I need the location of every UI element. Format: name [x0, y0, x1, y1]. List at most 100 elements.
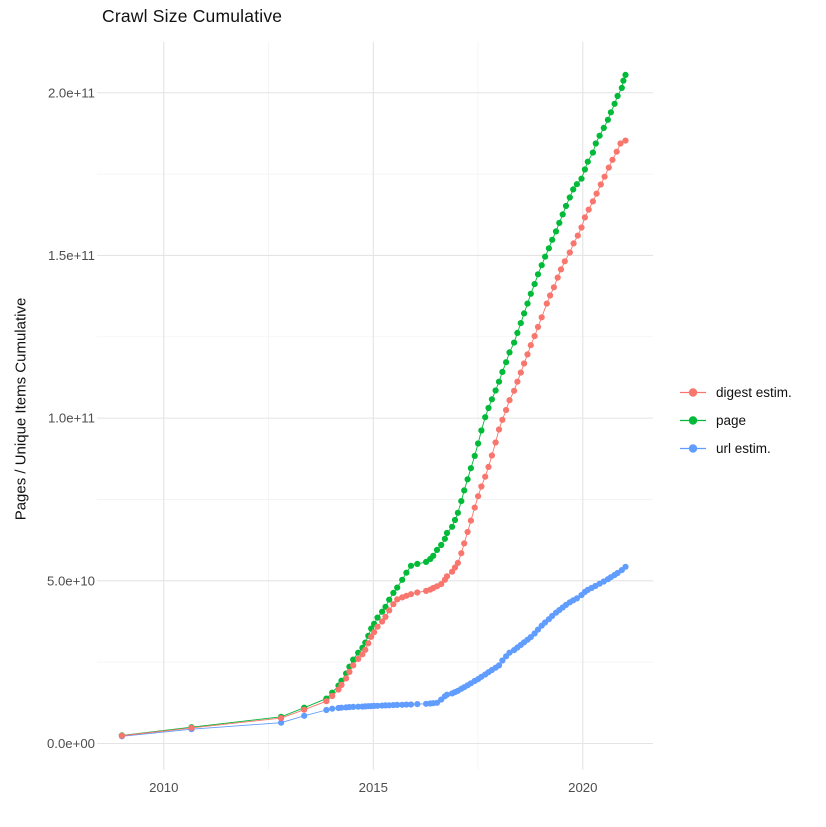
data-point-page: [538, 262, 545, 269]
data-point-digest-estim: [443, 573, 451, 580]
data-point-page: [552, 228, 560, 235]
data-point-digest-estim: [561, 258, 568, 265]
data-point-page: [478, 427, 485, 434]
data-point-digest-estim: [329, 692, 336, 700]
data-point-digest-estim: [458, 550, 465, 557]
data-point-page: [600, 124, 607, 131]
data-point-page: [394, 584, 401, 591]
data-point-page: [562, 202, 570, 210]
data-point-page: [464, 476, 471, 483]
data-point-page: [589, 149, 597, 156]
data-point-page: [390, 589, 397, 597]
data-point-digest-estim: [495, 426, 503, 433]
data-point-page: [604, 116, 612, 123]
x-tick-label: 2010: [149, 780, 178, 795]
legend: digest estim. page url estim.: [678, 378, 792, 462]
data-point-digest-estim: [554, 274, 561, 281]
data-point-page: [443, 529, 451, 537]
data-point-page: [592, 140, 599, 147]
data-point-page: [379, 608, 386, 615]
chart-title: Crawl Size Cumulative: [102, 6, 283, 26]
data-point-url-estim: [443, 691, 451, 698]
data-point-digest-estim: [471, 504, 478, 511]
data-point-digest-estim: [355, 655, 362, 663]
data-point-page: [549, 236, 556, 243]
data-point-page: [451, 516, 459, 524]
data-point-digest-estim: [585, 206, 592, 213]
data-point-page: [620, 77, 627, 84]
data-point-digest-estim: [278, 715, 285, 722]
data-point-digest-estim: [118, 732, 125, 739]
x-tick-label: 2015: [359, 780, 388, 795]
data-point-page: [517, 320, 524, 327]
data-point-digest-estim: [301, 706, 308, 713]
data-point-page: [614, 92, 621, 100]
data-point-url-estim: [329, 705, 336, 712]
data-point-digest-estim: [622, 137, 629, 144]
data-point-page: [506, 349, 513, 356]
data-point-digest-estim: [557, 266, 565, 273]
data-point-digest-estim: [566, 249, 573, 256]
data-point-page: [495, 378, 503, 385]
data-point-digest-estim: [503, 406, 510, 414]
data-point-page: [482, 414, 489, 421]
data-point-page: [454, 509, 461, 516]
data-point-digest-estim: [578, 224, 585, 231]
y-tick-label: 0.0e+00: [47, 736, 95, 751]
data-point-digest-estim: [346, 668, 353, 676]
data-point-digest-estim: [386, 607, 393, 614]
data-point-page: [488, 396, 495, 403]
data-point-digest-estim: [407, 591, 415, 598]
data-point-page: [499, 368, 506, 375]
data-point-url-estim: [433, 699, 441, 706]
data-point-page: [607, 109, 615, 116]
data-point-page: [581, 166, 589, 173]
data-point-digest-estim: [374, 623, 381, 630]
data-point-digest-estim: [506, 397, 513, 404]
data-point-url-estim: [323, 706, 330, 714]
data-point-url-estim: [414, 701, 421, 708]
data-point-page: [596, 132, 603, 139]
data-point-digest-estim: [451, 564, 459, 571]
series-url-estim: [118, 563, 629, 740]
data-point-url-estim: [534, 626, 542, 633]
data-point-page: [531, 281, 538, 288]
data-point-page: [542, 253, 549, 260]
axis-tick-labels: 2010 2015 2020 0.0e+00 5.0e+10 1.0e+11 1.5e+11…: [47, 85, 598, 795]
data-point-digest-estim: [467, 517, 474, 524]
data-point-digest-estim: [188, 724, 195, 732]
data-point-digest-estim: [514, 378, 521, 385]
data-point-digest-estim: [550, 284, 558, 291]
legend-key-icon: [678, 413, 708, 428]
data-point-url-estim: [407, 701, 415, 708]
data-point-page: [566, 194, 573, 201]
data-point-digest-estim: [524, 351, 531, 358]
data-point-digest-estim: [390, 601, 397, 608]
data-point-page: [471, 452, 478, 459]
series-digest-estim: [118, 137, 629, 739]
legend-key-icon: [678, 385, 708, 400]
data-point-digest-estim: [597, 181, 604, 188]
data-point-digest-estim: [365, 640, 372, 647]
data-point-url-estim: [394, 701, 401, 709]
data-point-page: [430, 552, 437, 559]
data-point-digest-estim: [527, 342, 534, 349]
data-point-page: [611, 100, 618, 107]
data-point-page: [441, 535, 448, 542]
data-point-page: [449, 523, 456, 530]
x-tick-label: 2020: [568, 780, 597, 795]
data-point-digest-estim: [414, 589, 421, 596]
gridlines-major: [97, 42, 653, 770]
data-point-digest-estim: [593, 190, 600, 197]
data-point-page: [458, 498, 465, 505]
legend-item-url-estim: url estim.: [678, 434, 792, 462]
data-point-page: [584, 158, 591, 165]
data-point-digest-estim: [617, 140, 624, 147]
data-point-digest-estim: [510, 387, 518, 394]
data-point-url-estim: [573, 595, 581, 602]
data-point-digest-estim: [482, 473, 489, 480]
data-point-digest-estim: [543, 300, 550, 307]
data-point-url-estim: [403, 701, 410, 708]
data-point-digest-estim: [464, 528, 471, 536]
data-point-page: [559, 211, 566, 218]
